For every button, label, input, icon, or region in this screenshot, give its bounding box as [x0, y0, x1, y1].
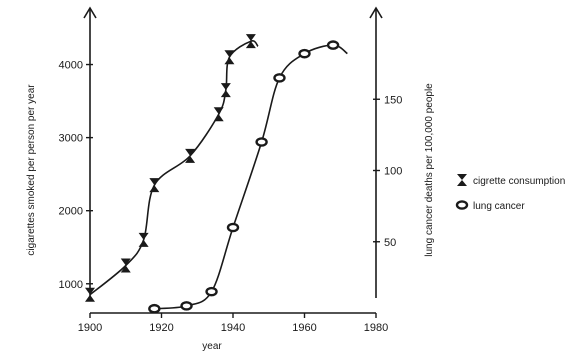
legend-label-lung-cancer: lung cancer [473, 201, 525, 212]
cigarette-point [220, 83, 231, 98]
right-y-axis-title: lung cancer deaths per 100,000 people [424, 83, 435, 257]
left-y-tick-label: 2000 [59, 206, 83, 218]
cigarette-point [224, 50, 235, 65]
left-y-ticks: 1000 2000 3000 4000 [59, 60, 93, 291]
left-y-tick-label: 3000 [59, 133, 83, 145]
legend-circle-icon [455, 200, 469, 210]
x-axis-title: year [202, 341, 222, 352]
cigarette-point [120, 258, 131, 273]
cigarette-point [138, 232, 149, 247]
x-tick-label: 1900 [78, 322, 102, 334]
cigarette-point [149, 178, 160, 193]
right-y-tick-label: 100 [384, 166, 402, 178]
lung-cancer-point [205, 286, 218, 297]
left-y-axis-arrow [83, 6, 97, 19]
right-y-ticks: 50 100 150 [373, 94, 402, 249]
cigarette-point [245, 34, 256, 49]
lung-cancer-point [298, 48, 311, 59]
lung-cancer-point [226, 222, 240, 233]
lung-cancer-point [273, 73, 286, 83]
right-y-axis-arrow [369, 6, 383, 19]
left-y-tick-label: 1000 [59, 279, 83, 291]
x-tick-label: 1940 [221, 322, 245, 334]
cigarette-line [89, 40, 259, 296]
lung-cancer-line [154, 44, 348, 310]
right-y-tick-label: 150 [384, 94, 402, 106]
lung-cancer-point [326, 40, 340, 50]
lung-cancer-point [148, 303, 161, 314]
series-layer [85, 34, 348, 314]
right-y-tick-label: 50 [384, 237, 396, 249]
x-tick-label: 1960 [292, 322, 316, 334]
left-y-axis-title: cigarettes smoked per person per year [26, 84, 37, 256]
lung-cancer-point [180, 301, 193, 311]
legend: cigrette consumption lung cancer [455, 174, 565, 212]
x-ticks: 1900 1920 1940 1960 1980 [78, 313, 388, 334]
legend-label-cigarette: cigrette consumption [473, 176, 565, 187]
cigarette-point [185, 148, 196, 163]
x-tick-label: 1980 [364, 322, 388, 334]
left-y-tick-label: 4000 [59, 60, 83, 72]
x-tick-label: 1920 [149, 322, 173, 334]
cigarette-point [85, 287, 95, 302]
lung-cancer-point [255, 137, 268, 147]
legend-hourglass-icon [457, 174, 467, 186]
cigarette-point [213, 107, 224, 122]
